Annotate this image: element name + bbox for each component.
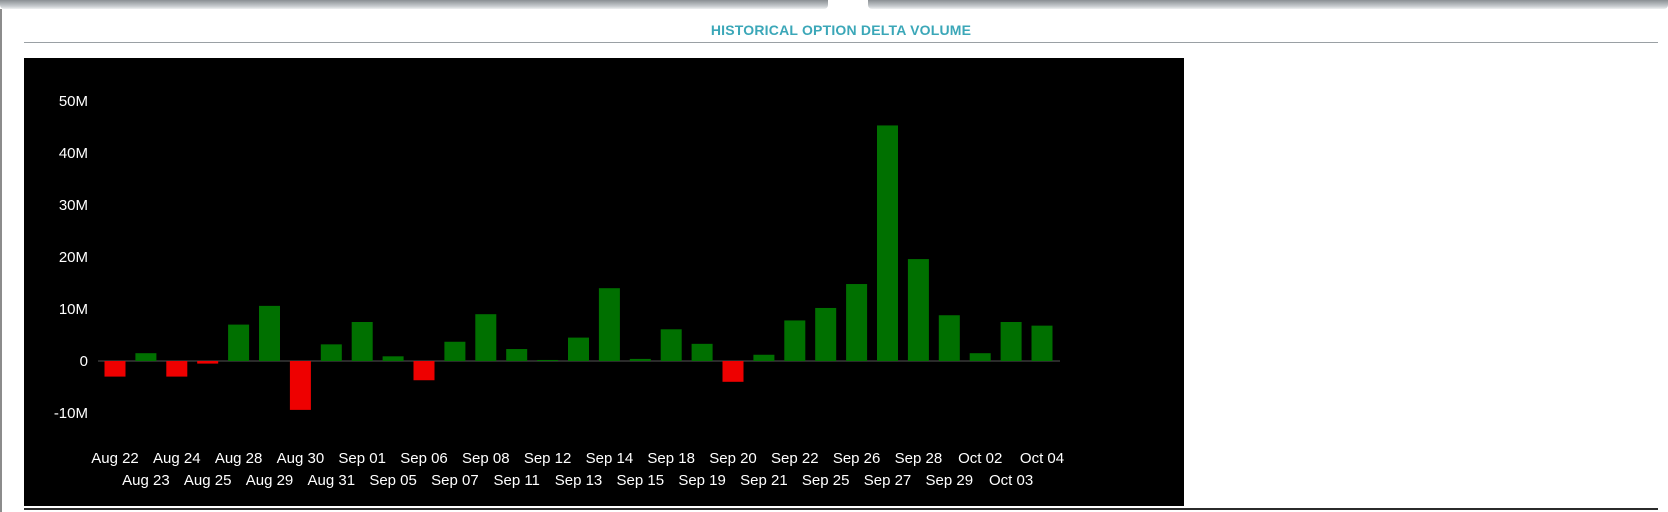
x-tick-label: Oct 04	[1020, 450, 1064, 467]
bar-aug-25[interactable]	[197, 361, 219, 364]
x-tick-label: Aug 30	[277, 450, 325, 467]
x-tick-label: Sep 07	[431, 472, 479, 489]
x-tick-label: Aug 28	[215, 450, 263, 467]
bar-sep-15[interactable]	[629, 358, 651, 361]
x-tick-label: Aug 23	[122, 472, 170, 489]
x-tick-label: Sep 08	[462, 450, 510, 467]
bar-sep-19[interactable]	[691, 343, 713, 361]
bar-sep-08[interactable]	[475, 314, 497, 361]
bar-oct-02[interactable]	[969, 353, 991, 361]
x-tick-label: Sep 06	[400, 450, 448, 467]
x-tick-label: Sep 14	[586, 450, 634, 467]
left-border	[0, 9, 2, 512]
bar-sep-21[interactable]	[753, 354, 775, 361]
bar-sep-12[interactable]	[537, 359, 559, 361]
bar-oct-03[interactable]	[1000, 322, 1022, 361]
bar-sep-22[interactable]	[784, 320, 806, 361]
bar-aug-30[interactable]	[289, 361, 311, 410]
x-tick-label: Aug 29	[246, 472, 294, 489]
bar-sep-20[interactable]	[722, 361, 744, 382]
bar-sep-25[interactable]	[815, 307, 837, 361]
x-tick-label: Aug 25	[184, 472, 232, 489]
x-tick-label: Sep 15	[617, 472, 665, 489]
delta-volume-chart: -10M 0 10M 20M 30M 40M 50M Aug 22 Aug 23 Aug 24 A…	[24, 58, 1184, 506]
bar-sep-18[interactable]	[660, 329, 682, 361]
title-divider	[24, 42, 1658, 43]
x-tick-label: Sep 25	[802, 472, 850, 489]
x-tick-label: Aug 22	[91, 450, 139, 467]
bar-sep-06[interactable]	[413, 361, 435, 381]
x-tick-label: Sep 20	[709, 450, 757, 467]
bar-sep-05[interactable]	[382, 356, 404, 361]
x-tick-label: Sep 27	[864, 472, 912, 489]
x-tick-label: Aug 24	[153, 450, 201, 467]
x-tick-label: Sep 19	[678, 472, 726, 489]
bar-sep-27[interactable]	[877, 125, 898, 361]
y-tick-label: 0	[80, 353, 88, 370]
bar-aug-22[interactable]	[104, 361, 126, 377]
bar-aug-24[interactable]	[166, 361, 188, 377]
bar-sep-28[interactable]	[907, 259, 929, 361]
bar-aug-29[interactable]	[259, 305, 280, 361]
x-tick-label: Sep 12	[524, 450, 572, 467]
bar-aug-28[interactable]	[228, 324, 250, 361]
bar-sep-11[interactable]	[506, 349, 528, 361]
bar-sep-26[interactable]	[846, 284, 868, 361]
x-tick-label: Sep 01	[338, 450, 386, 467]
x-tick-label: Sep 22	[771, 450, 819, 467]
x-tick-label: Sep 29	[926, 472, 974, 489]
bar-sep-29[interactable]	[938, 315, 960, 361]
bar-sep-01[interactable]	[351, 322, 373, 361]
y-tick-label: 20M	[59, 249, 88, 266]
x-tick-label: Oct 02	[958, 450, 1002, 467]
x-tick-label: Sep 18	[647, 450, 695, 467]
bar-aug-23[interactable]	[135, 353, 157, 361]
bar-oct-04[interactable]	[1031, 325, 1053, 361]
x-axis: Aug 22 Aug 23 Aug 24 Aug 25 Aug 28 Aug 29 Aug …	[91, 450, 1064, 489]
top-toolbar-right	[868, 0, 1668, 9]
bar-sep-14[interactable]	[598, 288, 620, 361]
y-tick-label: -10M	[54, 405, 88, 422]
bar-sep-07[interactable]	[444, 341, 466, 361]
x-tick-label: Sep 11	[493, 472, 539, 489]
x-tick-label: Aug 31	[308, 472, 356, 489]
x-tick-label: Sep 26	[833, 450, 881, 467]
y-tick-label: 10M	[59, 301, 88, 318]
y-tick-label: 50M	[59, 93, 88, 110]
x-tick-label: Sep 21	[740, 472, 788, 489]
bars	[104, 125, 1053, 410]
x-tick-label: Sep 05	[369, 472, 417, 489]
bar-sep-13[interactable]	[568, 337, 589, 361]
x-tick-label: Oct 03	[989, 472, 1033, 489]
x-tick-label: Sep 13	[555, 472, 603, 489]
y-tick-label: 40M	[59, 145, 88, 162]
y-axis: -10M 0 10M 20M 30M 40M 50M	[54, 93, 88, 422]
bar-aug-31[interactable]	[320, 344, 342, 361]
x-tick-label: Sep 28	[895, 450, 943, 467]
bottom-divider	[24, 508, 1658, 510]
top-toolbar-left	[0, 0, 828, 9]
section-title: HISTORICAL OPTION DELTA VOLUME	[710, 22, 972, 38]
y-tick-label: 30M	[59, 197, 88, 214]
